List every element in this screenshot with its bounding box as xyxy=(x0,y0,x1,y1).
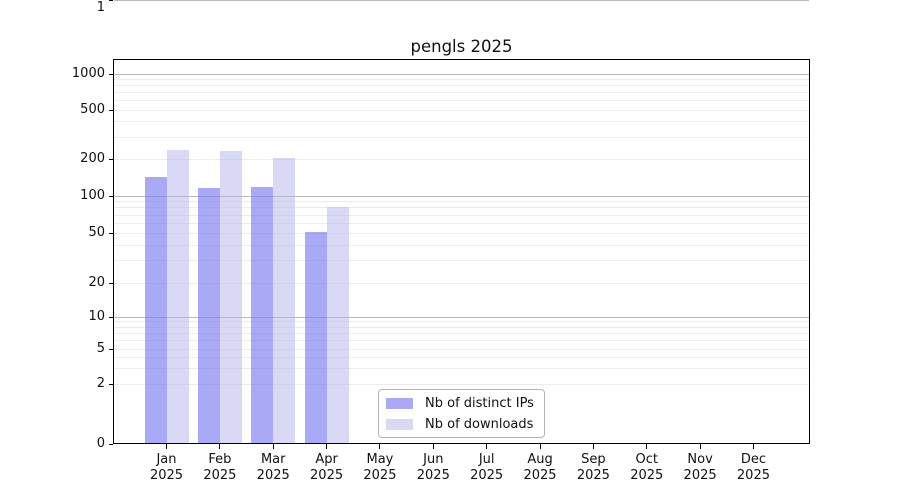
y-tick-mark xyxy=(109,316,113,318)
x-tick-label: Dec 2025 xyxy=(736,452,770,483)
y-tick-label: 0 xyxy=(96,436,105,451)
y-tick-label: 500 xyxy=(80,102,105,117)
bar-downloads xyxy=(219,151,242,443)
minor-gridline xyxy=(114,92,809,94)
x-tick-label: Mar 2025 xyxy=(256,452,290,483)
minor-gridline xyxy=(114,201,809,203)
bar-distinct-ips xyxy=(144,177,167,443)
bar-distinct-ips xyxy=(197,187,220,443)
minor-gridline xyxy=(114,326,809,328)
x-tick-label: May 2025 xyxy=(363,452,397,483)
minor-gridline xyxy=(114,222,809,224)
y-tick-label: 5 xyxy=(96,341,105,356)
x-tick-label: Jan 2025 xyxy=(149,452,184,483)
major-gridline xyxy=(114,316,809,318)
x-tick-label: Feb 2025 xyxy=(203,452,237,483)
y-tick-mark xyxy=(109,73,113,75)
x-tick-mark xyxy=(326,444,328,449)
legend-item: Nb of distinct IPs xyxy=(386,395,536,412)
minor-gridline xyxy=(114,158,809,160)
x-tick-label: Jun 2025 xyxy=(416,452,450,483)
minor-gridline xyxy=(114,332,809,334)
legend-label: Nb of distinct IPs xyxy=(425,395,534,411)
y-tick-label: 200 xyxy=(80,151,105,166)
bar-downloads xyxy=(166,150,189,443)
minor-gridline xyxy=(114,214,809,216)
minor-gridline xyxy=(114,383,809,385)
bar-distinct-ips xyxy=(304,231,327,443)
x-tick-mark xyxy=(432,444,434,449)
minor-gridline xyxy=(114,260,809,262)
x-tick-mark xyxy=(646,444,648,449)
y-tick-label: 10 xyxy=(88,309,105,324)
x-tick-mark xyxy=(699,444,701,449)
legend: Nb of distinct IPs Nb of downloads xyxy=(378,389,545,438)
major-gridline xyxy=(114,0,809,1)
x-tick-label: Jul 2025 xyxy=(470,452,504,483)
minor-gridline xyxy=(114,282,809,284)
y-tick-label: 2 xyxy=(96,376,105,391)
x-tick-mark xyxy=(219,444,221,449)
x-tick-label: Oct 2025 xyxy=(630,452,664,483)
y-tick-mark xyxy=(109,232,113,234)
y-tick-mark xyxy=(109,109,113,111)
minor-gridline xyxy=(114,136,809,138)
bar-distinct-ips xyxy=(251,187,274,443)
x-tick-mark xyxy=(166,444,167,449)
x-tick-mark xyxy=(592,444,594,449)
legend-item: Nb of downloads xyxy=(386,416,536,433)
y-tick-mark xyxy=(109,348,113,350)
y-tick-label: 1000 xyxy=(71,66,105,81)
minor-gridline xyxy=(114,368,809,369)
legend-swatch-downloads xyxy=(386,418,413,430)
x-tick-label: Nov 2025 xyxy=(683,452,717,483)
minor-gridline xyxy=(114,100,809,102)
y-tick-label: 20 xyxy=(88,275,105,290)
minor-gridline xyxy=(114,357,809,359)
y-tick-mark xyxy=(109,282,113,284)
major-gridline xyxy=(114,73,809,75)
y-tick-label: 100 xyxy=(80,188,105,203)
x-tick-label: Apr 2025 xyxy=(310,452,344,483)
bar-downloads xyxy=(273,158,296,443)
bar-downloads xyxy=(326,207,349,443)
y-tick-mark xyxy=(109,195,113,197)
legend-label: Nb of downloads xyxy=(425,416,534,432)
minor-gridline xyxy=(114,348,809,350)
x-tick-mark xyxy=(379,444,381,449)
x-tick-mark xyxy=(752,444,754,449)
minor-gridline xyxy=(114,207,809,209)
legend-swatch-distinct-ips xyxy=(386,397,413,409)
minor-gridline xyxy=(114,109,809,111)
minor-gridline xyxy=(114,85,809,87)
y-tick-mark xyxy=(109,0,113,1)
minor-gridline xyxy=(114,232,809,234)
y-tick-mark xyxy=(109,443,113,445)
minor-gridline xyxy=(114,340,809,342)
x-tick-label: Aug 2025 xyxy=(523,452,557,483)
y-tick-mark xyxy=(109,383,113,385)
minor-gridline xyxy=(114,121,809,123)
minor-gridline xyxy=(114,78,809,80)
minor-gridline xyxy=(114,321,809,323)
y-tick-label: 50 xyxy=(88,225,105,240)
x-tick-mark xyxy=(486,444,488,449)
chart-title: pengls 2025 xyxy=(410,37,513,56)
x-tick-mark xyxy=(272,444,274,449)
x-tick-mark xyxy=(539,444,541,449)
x-tick-label: Sep 2025 xyxy=(576,452,610,483)
y-tick-mark xyxy=(109,158,113,160)
y-tick-label: 1 xyxy=(96,0,105,15)
minor-gridline xyxy=(114,244,809,246)
major-gridline xyxy=(114,195,809,197)
